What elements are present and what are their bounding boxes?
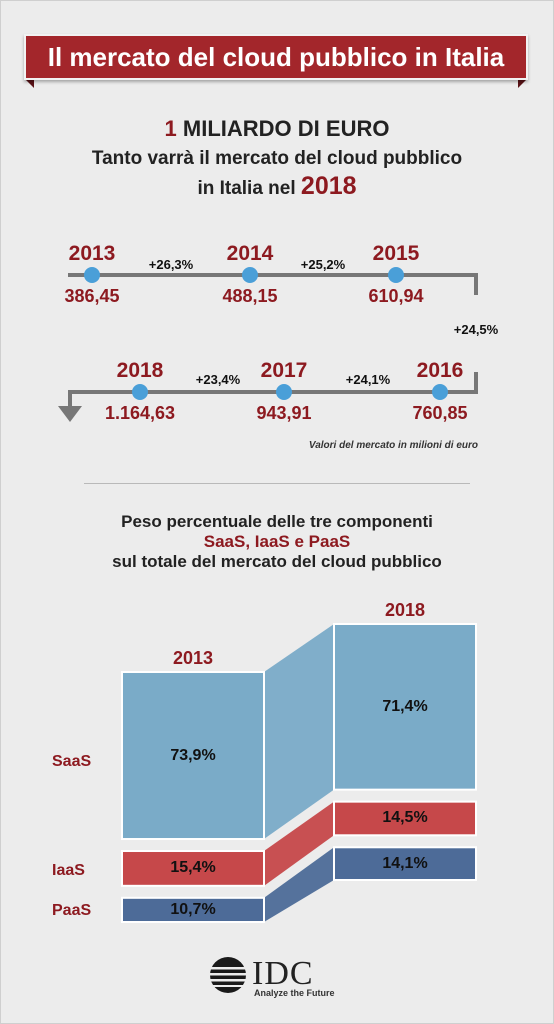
composition-title-line2: SaaS, IaaS e PaaS xyxy=(203,532,351,551)
timeline-year-2016: 2016 xyxy=(416,359,464,382)
bar-2013-saas xyxy=(121,671,265,841)
bar-label-2018-iaas: 14,5% xyxy=(382,809,428,827)
headline-amount-text: MILIARDO DI EURO xyxy=(182,116,390,141)
bar-2013-paas xyxy=(121,896,265,923)
timeline-growth-4: +24,1% xyxy=(345,372,391,387)
bar-2013-iaas xyxy=(121,850,265,887)
bar-label-2013-iaas: 15,4% xyxy=(170,859,216,877)
bar-label-2018-saas: 71,4% xyxy=(382,697,428,715)
column-year-2013: 2013 xyxy=(172,648,214,668)
idc-logo-tagline: Analyze the Future xyxy=(254,988,335,998)
timeline-year-2018: 2018 xyxy=(116,359,164,382)
ribbon-fold-left xyxy=(24,78,34,88)
idc-logo: IDC Analyze the Future xyxy=(208,955,348,1003)
idc-logo-name: IDC xyxy=(252,955,314,992)
bar-2018-iaas xyxy=(333,800,477,837)
headline-line2: in Italia nel xyxy=(197,178,296,199)
timeline-arrow-icon xyxy=(58,406,82,422)
timeline-value-2017: 943,91 xyxy=(256,403,312,423)
column-year-2018: 2018 xyxy=(384,600,426,620)
timeline-growth-2: +25,2% xyxy=(300,257,346,272)
timeline-lower-line xyxy=(68,372,478,408)
timeline-value-2013: 386,45 xyxy=(64,286,120,306)
row-label-saas: SaaS xyxy=(52,753,92,770)
timeline-value-2016: 760,85 xyxy=(412,403,468,423)
timeline-point-2016 xyxy=(432,384,448,400)
idc-globe-icon xyxy=(210,957,246,993)
row-label-paas: PaaS xyxy=(52,902,92,919)
composition-chart-svg xyxy=(121,623,477,923)
headline-year: 2018 xyxy=(300,172,357,200)
timeline-growth-5: +23,4% xyxy=(195,372,241,387)
ribbon-fold-right xyxy=(518,78,528,88)
timeline-year-2017: 2017 xyxy=(260,359,308,382)
timeline-value-2015: 610,94 xyxy=(368,286,424,306)
headline-line1: Tanto varrà il mercato del cloud pubblic… xyxy=(91,148,463,169)
headline-amount: 1 MILIARDO DI EURO xyxy=(0,116,554,142)
connector-iaas xyxy=(264,801,334,886)
connector-paas xyxy=(264,847,334,922)
timeline-point-2013 xyxy=(84,267,100,283)
page-title: Il mercato del cloud pubblico in Italia xyxy=(24,34,528,80)
row-label-iaas: IaaS xyxy=(52,862,85,879)
bar-2018-paas xyxy=(333,846,477,881)
market-timeline: 2013 386,45 2014 488,15 2015 610,94 2016 760,85… xyxy=(0,230,554,460)
timeline-growth-3: +24,5% xyxy=(453,322,499,337)
bar-label-2018-paas: 14,1% xyxy=(382,854,428,872)
timeline-year-2013: 2013 xyxy=(68,242,116,265)
timeline-year-2015: 2015 xyxy=(372,242,420,265)
timeline-value-2018: 1.164,63 xyxy=(104,403,176,423)
bar-2018-saas xyxy=(333,623,477,791)
composition-title-line1: Peso percentuale delle tre componenti xyxy=(121,512,433,531)
timeline-note: Valori del mercato in milioni di euro xyxy=(308,440,478,451)
bar-label-2013-saas: 73,9% xyxy=(170,746,216,764)
timeline-point-2018 xyxy=(132,384,148,400)
title-ribbon: Il mercato del cloud pubblico in Italia xyxy=(24,34,528,88)
timeline-growth-1: +26,3% xyxy=(148,257,194,272)
bar-label-2013-paas: 10,7% xyxy=(170,900,216,918)
timeline-value-2014: 488,15 xyxy=(222,286,278,306)
section-divider xyxy=(84,483,470,484)
timeline-point-2014 xyxy=(242,267,258,283)
timeline-point-2017 xyxy=(276,384,292,400)
headline-line2-wrap: in Italia nel 2018 xyxy=(0,172,554,201)
timeline-year-2014: 2014 xyxy=(226,242,274,265)
headline-amount-number: 1 xyxy=(164,116,177,141)
timeline-point-2015 xyxy=(388,267,404,283)
composition-title-line3: sul totale del mercato del cloud pubblic… xyxy=(112,552,442,571)
timeline-upper-line xyxy=(68,273,478,295)
connector-saas xyxy=(264,624,334,840)
timeline-line xyxy=(58,267,478,422)
